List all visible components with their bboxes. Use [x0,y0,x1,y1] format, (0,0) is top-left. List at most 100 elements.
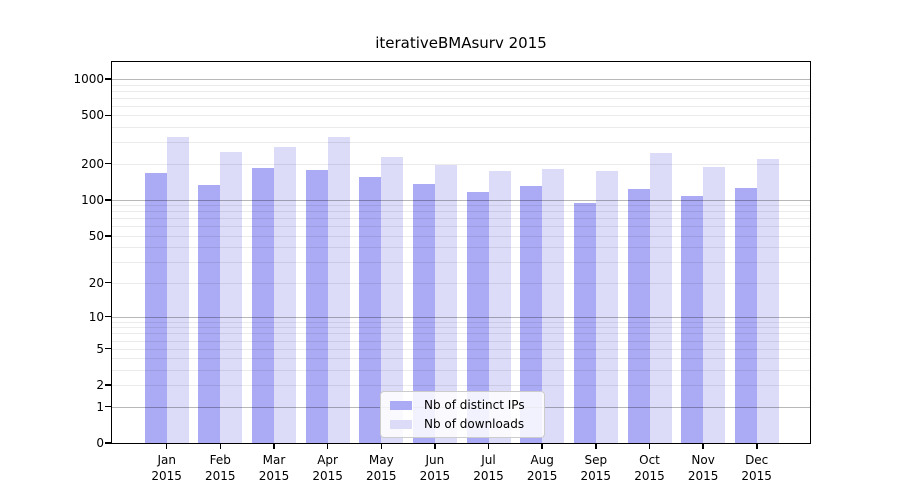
gridline-minor [112,385,810,387]
y-tick-label: 100 [81,192,104,207]
x-tick-label: Jul 2015 [473,453,504,483]
y-axis-tick [105,405,111,408]
bar-distinct-ips-feb-2015 [198,184,221,443]
bar-distinct-ips-apr-2015 [305,170,328,443]
y-axis-tick [105,235,111,237]
chart-title: iterativeBMAsurv 2015 [375,34,547,52]
x-tick-label: May 2015 [366,453,397,483]
x-axis-tick [648,443,651,449]
x-axis-tick [434,443,436,449]
y-tick-label: 20 [88,275,104,290]
bar-distinct-ips-nov-2015 [681,195,704,443]
legend: Nb of distinct IPs Nb of downloads [380,391,545,438]
gridline-minor [112,105,810,107]
x-tick-label: Jun 2015 [419,453,451,483]
y-tick-label: 2 [96,378,104,393]
x-tick-label: Aug 2015 [526,453,558,483]
y-axis-tick [105,442,111,444]
x-axis-tick [219,443,222,449]
y-tick-label: 1 [96,399,104,414]
x-axis-tick [273,443,275,449]
gridline-minor [112,211,810,213]
bar-distinct-ips-aug-2015 [520,185,543,443]
gridline-minor [112,127,810,129]
bar-downloads-mar-2015 [274,146,296,443]
y-axis-tick [105,384,111,386]
gridline-minor [112,348,810,350]
y-axis-tick [105,162,111,165]
bar-downloads-jan-2015 [166,137,189,443]
y-axis-tick [105,114,111,117]
bar-downloads-may-2015 [381,156,404,443]
gridline-major [112,79,810,80]
x-axis-tick [165,443,168,449]
x-tick-label: Feb 2015 [205,453,236,483]
legend-label-distinct-ips: Nb of distinct IPs [424,398,525,412]
gridline-minor [112,142,810,144]
plot-area [112,62,810,443]
bar-downloads-sep-2015 [595,171,618,443]
bar-downloads-jul-2015 [488,170,511,443]
legend-swatch-distinct-ips [390,400,412,410]
legend-label-downloads: Nb of downloads [424,417,525,431]
y-tick-label: 0 [96,436,104,450]
legend-swatch-downloads [390,419,412,429]
gridline-minor [112,84,810,86]
bar-downloads-oct-2015 [649,153,672,443]
gridline-minor [112,282,810,284]
gridline-minor [112,247,810,249]
y-tick-label: 50 [88,228,104,243]
x-tick-label: Jan 2015 [151,453,182,483]
y-tick-label: 1000 [73,72,104,86]
bar-distinct-ips-jun-2015 [412,184,435,443]
gridline-minor [112,235,810,237]
x-tick-label: Sep 2015 [580,453,612,483]
gridline-minor [112,340,810,342]
gridline-minor [112,97,810,99]
gridline-minor [112,163,810,165]
y-tick-label: 500 [81,108,104,123]
bar-downloads-apr-2015 [327,136,350,443]
x-tick-label: Mar 2015 [258,453,290,483]
y-tick-label: 5 [96,341,104,356]
gridline-minor [112,358,810,360]
bar-distinct-ips-mar-2015 [252,168,274,443]
gridline-minor [112,333,810,335]
bar-downloads-aug-2015 [542,169,565,443]
bar-distinct-ips-sep-2015 [573,202,596,443]
x-axis-tick [595,443,597,449]
gridline-minor [112,115,810,117]
gridline-minor [112,90,810,92]
y-tick-label: 10 [88,309,104,324]
y-tick-label: 200 [81,156,104,171]
x-tick-label: Dec 2015 [741,453,772,483]
gridline-major [112,316,810,318]
x-tick-label: Nov 2015 [687,453,719,483]
bar-distinct-ips-dec-2015 [734,187,757,443]
gridline-minor [112,205,810,207]
x-axis-tick [326,443,329,449]
bar-downloads-dec-2015 [756,159,779,443]
x-axis-tick [487,443,490,449]
y-axis-tick [105,315,111,318]
bar-distinct-ips-oct-2015 [627,189,650,443]
gridline-minor [112,262,810,264]
legend-item-distinct-ips: Nb of distinct IPs [390,397,535,413]
x-axis-tick [380,443,382,449]
y-axis-tick [105,78,111,80]
bar-distinct-ips-jul-2015 [466,192,489,443]
bar-downloads-nov-2015 [703,166,726,443]
gridline-minor [112,321,810,323]
gridline-major [112,199,810,201]
x-axis-tick [541,443,543,449]
x-axis-tick [756,443,758,449]
gridline-minor [112,226,810,228]
y-axis-tick [105,281,111,284]
gridline-minor [112,218,810,220]
y-axis-tick [105,347,111,350]
x-axis-tick [702,443,704,449]
x-tick-label: Apr 2015 [312,453,343,483]
x-tick-label: Oct 2015 [634,453,665,483]
legend-item-downloads: Nb of downloads [390,416,535,432]
